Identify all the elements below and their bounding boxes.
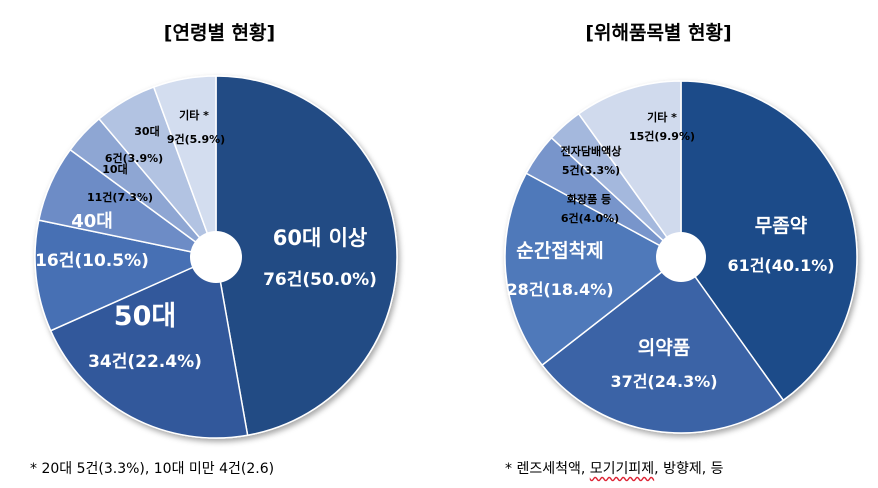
slice-name-label: 기타 * [647, 110, 677, 124]
slice-value-label: 5건(3.3%) [562, 163, 620, 177]
slice-value-label: 15건(9.9%) [629, 129, 695, 143]
slice-name-label: 기타 * [179, 108, 209, 122]
slice-name-label: 순간접착제 [516, 240, 603, 262]
slice-value-label: 6건(4.0%) [561, 211, 619, 225]
slice-name-label: 화장품 등 [567, 192, 611, 206]
slice-value-label: 11건(7.3%) [87, 190, 153, 204]
slice-value-label: 76건(50.0%) [263, 270, 377, 290]
slice-name-label: 60대 이상 [273, 226, 368, 250]
item-chart-panel: [위해품목별 현황] 무좀약 61건(40.1%) 의약품 37건(24.3%) 순간접… [439, 0, 878, 488]
age-chart-panel: [연령별 현황] 60대 이상 76건(50.0%) 50대 34건(22.4%) 40… [30, 22, 398, 477]
slice-name-label: 의약품 [638, 337, 690, 359]
slice-value-label: 61건(40.1%) [727, 256, 834, 275]
pie-center-hole [190, 231, 242, 283]
pie-center-hole [656, 232, 706, 282]
pie-slice [152, 75, 217, 258]
footnote: * 렌즈세척액, 모기기피제, 방향제, 등 [505, 458, 724, 478]
slice-name-label: 30대 [134, 124, 159, 138]
chart-title: [위해품목별 현황] [585, 22, 732, 44]
slice-value-label: 37건(24.3%) [610, 372, 717, 391]
slice-value-label: 9건(5.9%) [167, 132, 225, 146]
age-pie-chart: 60대 이상 76건(50.0%) 50대 34건(22.4%) 40대 16건(10.5… [34, 75, 398, 439]
item-pie-chart: 무좀약 61건(40.1%) 의약품 37건(24.3%) 순간접착제 28건(18.4%… [504, 80, 858, 434]
pie-slice [577, 80, 682, 260]
slice-name-label: 50대 [114, 301, 176, 332]
chart-title: [연령별 현황] [163, 22, 276, 44]
slice-value-label: 28건(18.4%) [506, 280, 613, 299]
footnote-prefix: * 렌즈세척액, [505, 461, 590, 477]
pie-slice [504, 172, 683, 367]
slice-value-label: 34건(22.4%) [88, 352, 202, 372]
slice-name-label: 전자담배액상 [561, 144, 622, 158]
footnote-wavy-text: 모기기피제 [589, 461, 655, 477]
slice-name-label: 무좀약 [755, 215, 808, 237]
pie-slice [215, 75, 398, 437]
footnote-suffix: , 방향제, 등 [654, 461, 724, 477]
slice-value-label: 6건(3.9%) [105, 151, 163, 165]
pie-slice [680, 80, 858, 402]
pie-slice [49, 255, 249, 439]
pie-slices [504, 80, 858, 434]
pie-slices [34, 75, 398, 439]
slice-name-label: 10대 [102, 162, 127, 176]
slice-name-label: 40대 [71, 211, 113, 232]
footnote: * 20대 5건(3.3%), 10대 미만 4건(2.6) [30, 461, 275, 477]
pie-slice [541, 255, 785, 434]
slice-value-label: 16건(10.5%) [35, 251, 149, 271]
